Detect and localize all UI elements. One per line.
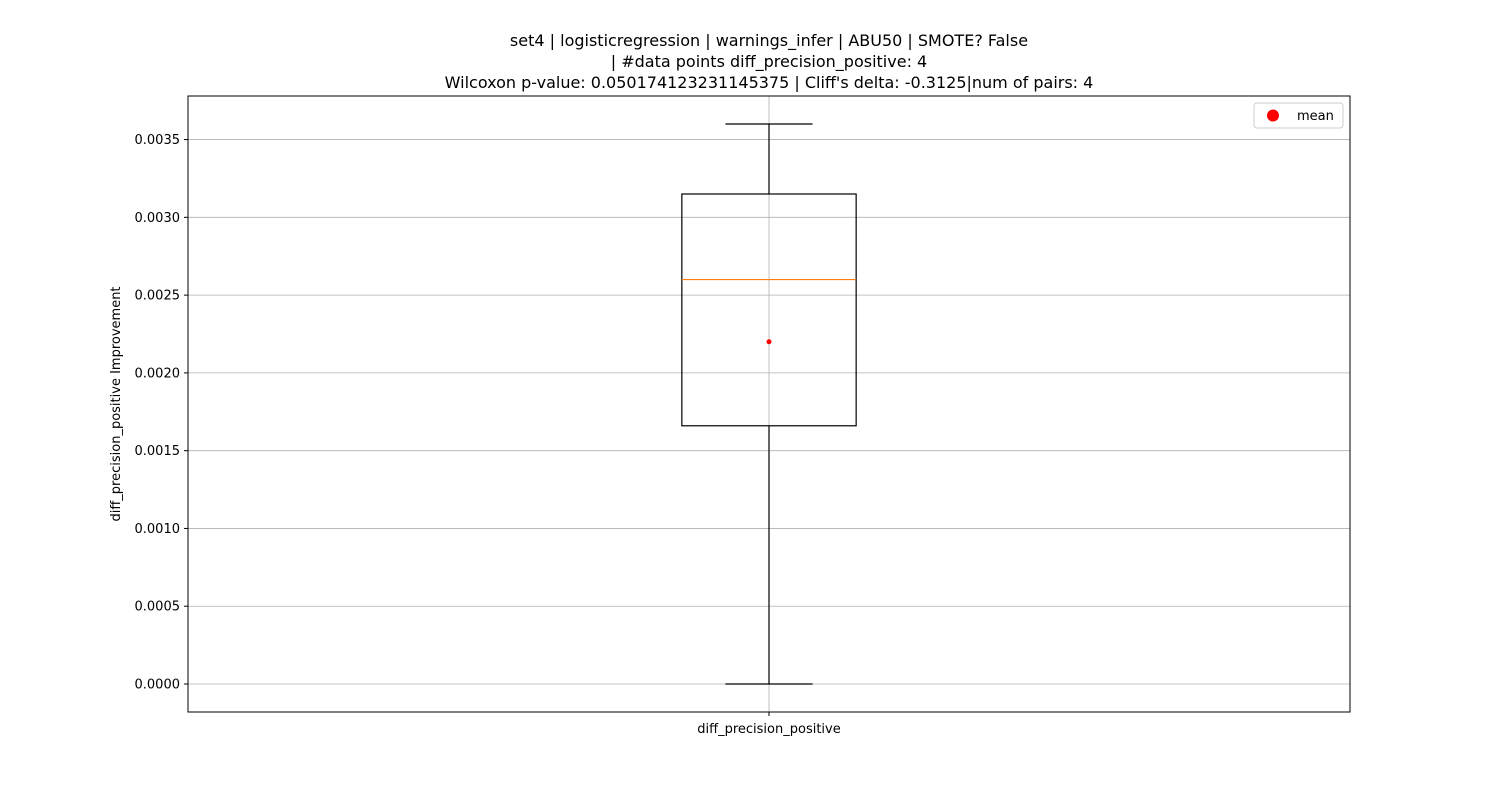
y-axis-ticks: 0.0000 0.0005 0.0010 0.0015 0.0020 0.0025 0.00…: [135, 133, 188, 693]
x-axis-ticks: diff_precision_positive: [697, 712, 841, 737]
legend-mean-marker: [1267, 109, 1279, 122]
box-layer: [681, 123, 857, 685]
y-axis-label: diff_precision_positive Improvement: [109, 286, 124, 521]
y-tick-label: 0.0020: [135, 366, 181, 381]
mean-marker: [766, 339, 772, 345]
legend: mean: [1253, 102, 1344, 129]
y-tick-label: 0.0000: [135, 678, 181, 693]
legend-frame: [1253, 102, 1344, 129]
y-tick-label: 0.0010: [135, 522, 181, 537]
y-tick-label: 0.0005: [135, 600, 181, 615]
iqr-box: [681, 193, 857, 427]
x-tick-label: diff_precision_positive: [697, 722, 840, 737]
legend-mean-label: mean: [1297, 109, 1334, 124]
chart-title: set4 | logisticregression | warnings_inf…: [445, 31, 1094, 92]
y-tick-label: 0.0030: [135, 211, 181, 226]
y-tick-label: 0.0025: [135, 289, 181, 304]
title-line-1: set4 | logisticregression | warnings_inf…: [510, 31, 1028, 51]
title-line-2: | #data points diff_precision_positive: …: [611, 52, 927, 72]
y-tick-label: 0.0035: [135, 133, 181, 148]
title-line-3: Wilcoxon p-value: 0.050174123231145375 |…: [445, 73, 1094, 92]
y-tick-label: 0.0015: [135, 444, 181, 459]
